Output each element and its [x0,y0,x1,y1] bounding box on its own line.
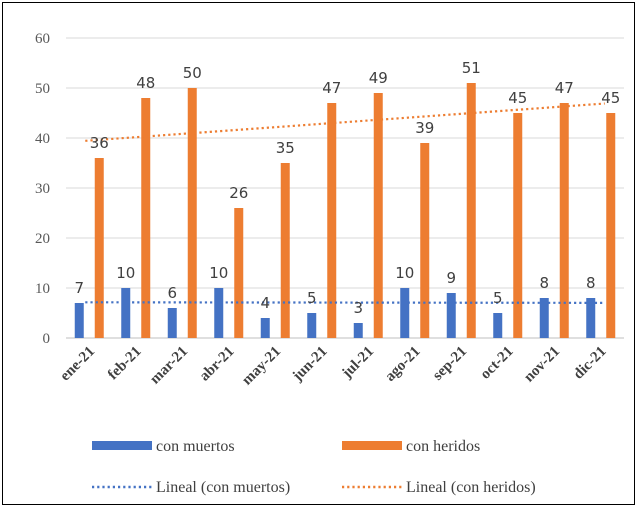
legend-label: con heridos [406,438,480,455]
bar-con-heridos [373,93,383,338]
y-tick-label: 60 [35,31,50,47]
data-label-con-heridos: 26 [229,184,248,202]
data-label-con-muertos: 4 [260,294,270,312]
legend-swatch [342,441,402,450]
data-label-con-heridos: 47 [322,79,341,97]
trendline-con-muertos [85,301,605,304]
legend-swatch [92,441,152,450]
x-tick-label: jun-21 [289,344,330,385]
bar-con-muertos [121,288,131,338]
bar-con-heridos [513,113,523,338]
bar-con-muertos [307,313,317,338]
data-label-con-muertos: 8 [586,274,596,292]
bar-con-muertos [446,293,456,338]
y-tick-label: 0 [43,331,51,347]
bar-con-heridos [559,103,569,338]
trendline-con-heridos [85,102,605,142]
data-label-con-heridos: 39 [415,119,434,137]
legend-label: con muertos [156,438,235,455]
data-label-con-muertos: 5 [307,289,317,307]
data-label-con-heridos: 35 [276,139,295,157]
x-tick-label: ene-21 [57,344,98,385]
data-label-con-muertos: 5 [493,289,503,307]
bar-con-muertos [400,288,410,338]
data-label-con-muertos: 9 [446,269,456,287]
bar-con-muertos [74,303,84,338]
bar-con-heridos [420,143,430,338]
legend-lineal-con-heridos: Lineal (con heridos) [342,479,536,496]
legend-con-muertos: con muertos [92,438,235,455]
bar-con-muertos [260,318,270,338]
bar-con-muertos [539,298,549,338]
x-axis: ene-21 feb-21 mar-21 abr-21 may-21 jun-21 jul-… [57,344,609,389]
data-label-con-muertos: 7 [74,279,84,297]
data-label-con-muertos: 10 [116,264,135,282]
bar-con-heridos [280,163,290,338]
bar-con-muertos [493,313,503,338]
x-tick-label: feb-21 [105,344,145,384]
x-tick-label: dic-21 [571,344,610,383]
y-tick-label: 50 [35,81,50,97]
data-label-con-muertos: 10 [209,264,228,282]
x-tick-label: nov-21 [521,344,563,386]
trendlines [85,102,605,304]
data-label-con-heridos: 50 [183,64,202,82]
y-tick-label: 10 [35,281,50,297]
data-label-con-muertos: 3 [353,299,363,317]
bar-con-heridos [606,113,616,338]
bar-con-muertos [586,298,596,338]
data-label-con-heridos: 36 [90,134,109,152]
x-tick-label: sep-21 [430,344,470,384]
data-labels: 7 36 10 48 6 50 10 26 4 35 5 47 3 49 10 39 9 51 5 45 8 47 8 45 [74,59,620,317]
bar-con-heridos [141,98,151,338]
data-label-con-heridos: 51 [462,59,481,77]
data-label-con-heridos: 49 [369,69,388,87]
legend-label: Lineal (con muertos) [156,479,290,496]
x-tick-label: oct-21 [478,344,517,383]
data-label-con-muertos: 10 [395,264,414,282]
bar-con-heridos [94,158,104,338]
legend-label: Lineal (con heridos) [406,479,536,496]
data-label-con-heridos: 45 [601,89,620,107]
bars [74,83,616,338]
x-tick-label: abr-21 [197,344,238,385]
y-axis: 0 10 20 30 40 50 60 [35,31,50,347]
gridlines [66,37,624,339]
data-label-con-heridos: 45 [508,89,527,107]
bar-con-muertos [167,308,177,338]
chart-frame [2,2,635,505]
legend-con-heridos: con heridos [342,438,480,455]
bar-con-heridos [187,88,197,338]
x-tick-label: mar-21 [147,344,191,388]
x-tick-label: may-21 [239,344,284,389]
bar-con-muertos [353,323,363,338]
data-label-con-heridos: 47 [555,79,574,97]
y-tick-label: 20 [35,231,50,247]
y-tick-label: 30 [35,181,50,197]
x-tick-label: ago-21 [382,344,423,385]
x-tick-label: jul-21 [339,344,378,383]
legend: con muertos con heridos Lineal (con muerto… [92,438,536,496]
bar-con-heridos [466,83,476,338]
bar-con-heridos [327,103,337,338]
legend-lineal-con-muertos: Lineal (con muertos) [92,479,290,496]
data-label-con-muertos: 8 [539,274,549,292]
bar-con-heridos [234,208,244,338]
data-label-con-heridos: 48 [136,74,155,92]
y-tick-label: 40 [35,131,50,147]
data-label-con-muertos: 6 [167,284,177,302]
bar-con-muertos [214,288,224,338]
